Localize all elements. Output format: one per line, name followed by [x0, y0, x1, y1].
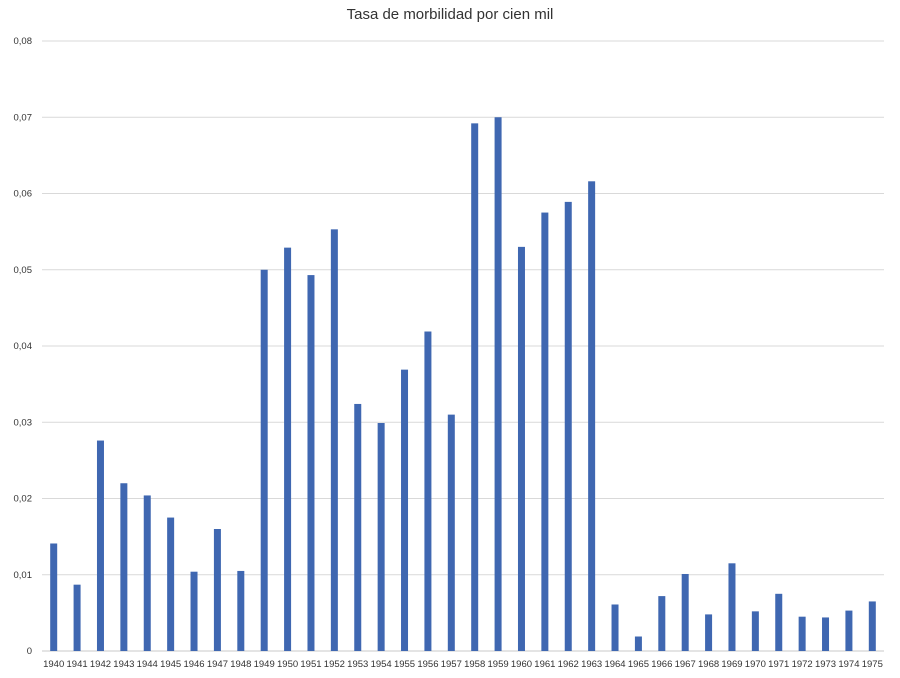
x-tick-label: 1941: [67, 659, 88, 670]
y-axis-ticks: 0 0,01 0,02 0,03 0,04 0,05 0,06 0,07 0,08: [14, 36, 33, 657]
bar-1954: [377, 423, 385, 651]
x-tick-label: 1971: [768, 659, 789, 670]
bar-1975: [868, 601, 876, 651]
y-tick-label: 0,02: [14, 494, 33, 505]
x-tick-label: 1965: [628, 659, 649, 670]
x-axis-ticks: 1940 1941 1942 1943 1944 1945 1946 1947 1948 1949…: [43, 659, 883, 670]
x-tick-label: 1942: [90, 659, 111, 670]
bar-1941: [73, 584, 81, 651]
x-tick-label: 1966: [651, 659, 672, 670]
bar-1949: [260, 269, 268, 651]
bars: [50, 117, 876, 652]
bar-1951: [307, 275, 315, 651]
bar-1953: [354, 403, 362, 651]
bar-1963: [588, 181, 596, 652]
x-tick-label: 1949: [254, 659, 275, 670]
bar-1967: [681, 573, 689, 651]
x-tick-label: 1974: [838, 659, 859, 670]
bar-1961: [541, 212, 549, 651]
gridlines: [42, 40, 884, 652]
x-tick-label: 1962: [558, 659, 579, 670]
x-tick-label: 1952: [324, 659, 345, 670]
bar-1942: [96, 440, 104, 651]
bar-1974: [845, 610, 853, 651]
y-tick-label: 0,05: [14, 265, 33, 276]
y-tick-label: 0,03: [14, 417, 33, 428]
x-tick-label: 1959: [488, 659, 509, 670]
bar-1959: [494, 117, 502, 651]
x-tick-label: 1958: [464, 659, 485, 670]
bar-1966: [658, 596, 666, 651]
x-tick-label: 1953: [347, 659, 368, 670]
y-tick-label: 0,01: [14, 570, 33, 581]
x-tick-label: 1970: [745, 659, 766, 670]
bar-1962: [564, 201, 572, 651]
x-tick-label: 1968: [698, 659, 719, 670]
bar-1973: [822, 617, 830, 651]
x-tick-label: 1954: [371, 659, 392, 670]
x-tick-label: 1975: [862, 659, 883, 670]
bar-1950: [284, 247, 292, 651]
bar-1940: [50, 543, 58, 651]
bar-1947: [213, 529, 221, 651]
x-tick-label: 1943: [113, 659, 134, 670]
bar-1948: [237, 570, 245, 651]
chart-title: Tasa de morbilidad por cien mil: [346, 6, 554, 23]
x-tick-label: 1960: [511, 659, 532, 670]
x-tick-label: 1946: [183, 659, 204, 670]
bar-1968: [705, 614, 713, 651]
x-tick-label: 1947: [207, 659, 228, 670]
x-tick-label: 1964: [604, 659, 625, 670]
x-tick-label: 1956: [417, 659, 438, 670]
bar-1972: [798, 616, 806, 651]
bar-1955: [401, 369, 409, 651]
x-tick-label: 1951: [300, 659, 321, 670]
bar-1952: [330, 229, 338, 651]
bar-1970: [751, 611, 759, 651]
y-tick-label: 0: [27, 646, 32, 657]
x-tick-label: 1944: [137, 659, 158, 670]
x-tick-label: 1972: [792, 659, 813, 670]
bar-1945: [167, 517, 175, 651]
x-tick-label: 1945: [160, 659, 181, 670]
bar-1958: [471, 123, 479, 652]
x-tick-label: 1973: [815, 659, 836, 670]
y-tick-label: 0,04: [14, 341, 33, 352]
x-tick-label: 1955: [394, 659, 415, 670]
bar-1944: [143, 495, 151, 651]
x-tick-label: 1948: [230, 659, 251, 670]
bar-1969: [728, 563, 736, 651]
bar-1964: [611, 604, 619, 651]
x-tick-label: 1967: [675, 659, 696, 670]
y-tick-label: 0,08: [14, 36, 33, 47]
x-tick-label: 1957: [441, 659, 462, 670]
x-tick-label: 1963: [581, 659, 602, 670]
x-tick-label: 1940: [43, 659, 64, 670]
bar-1965: [634, 636, 642, 651]
x-tick-label: 1950: [277, 659, 298, 670]
bar-1960: [517, 246, 525, 651]
bar-1956: [424, 331, 432, 651]
bar-1971: [775, 593, 783, 651]
x-tick-label: 1969: [721, 659, 742, 670]
y-tick-label: 0,06: [14, 189, 33, 200]
bar-1946: [190, 571, 198, 651]
bar-1957: [447, 414, 455, 651]
y-tick-label: 0,07: [14, 112, 33, 123]
bar-1943: [120, 483, 128, 651]
x-tick-label: 1961: [534, 659, 555, 670]
